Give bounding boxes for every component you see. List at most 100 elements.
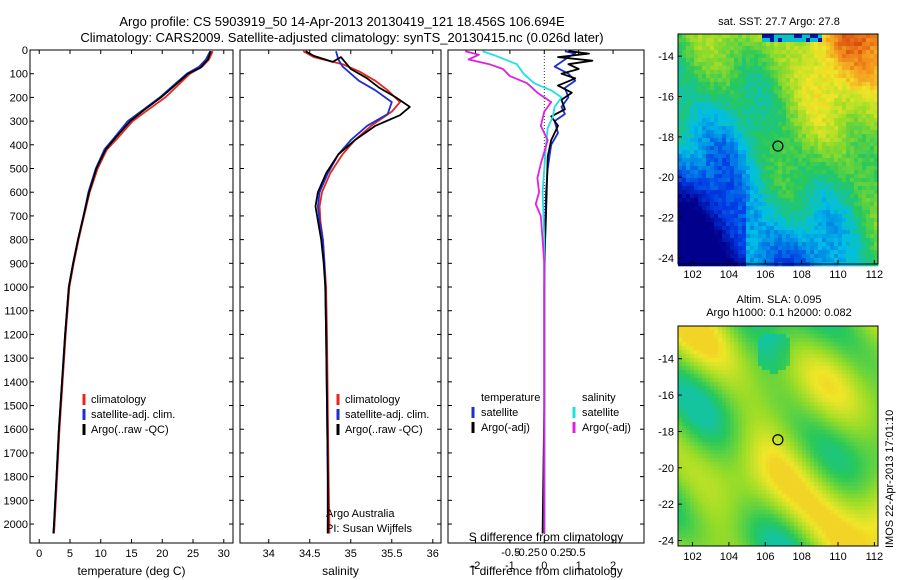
heatmap-cell — [746, 234, 751, 239]
heatmap-cell — [730, 378, 735, 383]
heatmap-cell — [682, 326, 687, 331]
heatmap-cell — [798, 34, 803, 39]
heatmap-cell — [686, 38, 691, 43]
heatmap-cell — [746, 394, 751, 399]
heatmap-cell — [690, 358, 695, 363]
heatmap-cell — [838, 398, 843, 403]
heatmap-cell — [702, 150, 707, 155]
heatmap-cell — [710, 194, 715, 199]
heatmap-cell — [778, 150, 783, 155]
heatmap-cell — [858, 62, 863, 67]
heatmap-cell — [822, 74, 827, 79]
heatmap-cell — [734, 134, 739, 139]
heatmap-cell — [762, 94, 767, 99]
heatmap-cell — [686, 370, 691, 375]
heatmap-cell — [714, 130, 719, 135]
heatmap-cell — [750, 138, 755, 143]
heatmap-cell — [778, 38, 783, 43]
heatmap-cell — [734, 394, 739, 399]
heatmap-cell — [686, 162, 691, 167]
heatmap-cell — [746, 134, 751, 139]
heatmap-cell — [742, 126, 747, 131]
heatmap-cell — [822, 186, 827, 191]
heatmap-cell — [706, 226, 711, 231]
heatmap-cell — [694, 118, 699, 123]
heatmap-cell — [702, 202, 707, 207]
heatmap-cell — [802, 450, 807, 455]
heatmap-cell — [690, 58, 695, 63]
heatmap-cell — [822, 118, 827, 123]
heatmap-cell — [742, 78, 747, 83]
heatmap-cell — [714, 70, 719, 75]
heatmap-cell — [810, 186, 815, 191]
heatmap-cell — [874, 374, 879, 379]
heatmap-cell — [786, 254, 791, 259]
heatmap-cell — [794, 98, 799, 103]
heatmap-cell — [846, 406, 851, 411]
heatmap-cell — [822, 154, 827, 159]
heatmap-cell — [838, 90, 843, 95]
heatmap-cell — [846, 70, 851, 75]
heatmap-cell — [742, 94, 747, 99]
heatmap-cell — [770, 102, 775, 107]
heatmap-cell — [826, 66, 831, 71]
heatmap-cell — [794, 66, 799, 71]
heatmap-cell — [682, 114, 687, 119]
heatmap-cell — [854, 334, 859, 339]
heatmap-cell — [854, 326, 859, 331]
heatmap-cell — [862, 414, 867, 419]
heatmap-cell — [774, 106, 779, 111]
heatmap-cell — [790, 190, 795, 195]
heatmap-cell — [774, 462, 779, 467]
heatmap-cell — [854, 70, 859, 75]
heatmap-cell — [866, 234, 871, 239]
heatmap-cell — [746, 222, 751, 227]
heatmap-cell — [758, 158, 763, 163]
heatmap-cell — [850, 238, 855, 243]
heatmap-cell — [694, 46, 699, 51]
heatmap-cell — [782, 338, 787, 343]
heatmap-cell — [838, 238, 843, 243]
heatmap-cell — [786, 210, 791, 215]
heatmap-cell — [794, 170, 799, 175]
heatmap-cell — [722, 46, 727, 51]
heatmap-cell — [742, 122, 747, 127]
heatmap-cell — [778, 250, 783, 255]
heatmap-cell — [754, 146, 759, 151]
heatmap-cell — [726, 82, 731, 87]
heatmap-cell — [818, 46, 823, 51]
heatmap-cell — [686, 82, 691, 87]
heatmap-cell — [762, 370, 767, 375]
heatmap-cell — [774, 178, 779, 183]
heatmap-cell — [786, 458, 791, 463]
heatmap-cell — [758, 462, 763, 467]
heatmap-cell — [734, 54, 739, 59]
heatmap-cell — [830, 78, 835, 83]
heatmap-cell — [758, 238, 763, 243]
heatmap-cell — [850, 158, 855, 163]
heatmap-cell — [838, 350, 843, 355]
heatmap-cell — [850, 146, 855, 151]
heatmap-cell — [726, 402, 731, 407]
heatmap-cell — [790, 166, 795, 171]
heatmap-cell — [778, 378, 783, 383]
heatmap-cell — [758, 194, 763, 199]
heatmap-cell — [874, 430, 879, 435]
heatmap-cell — [850, 114, 855, 119]
heatmap-cell — [698, 146, 703, 151]
heatmap-cell — [682, 58, 687, 63]
heatmap-cell — [758, 134, 763, 139]
heatmap-cell — [762, 418, 767, 423]
heatmap-cell — [818, 102, 823, 107]
heatmap-cell — [738, 138, 743, 143]
heatmap-cell — [818, 58, 823, 63]
heatmap-cell — [714, 430, 719, 435]
heatmap-cell — [790, 234, 795, 239]
heatmap-cell — [718, 418, 723, 423]
heatmap-cell — [862, 90, 867, 95]
heatmap-cell — [722, 42, 727, 47]
heatmap-cell — [766, 410, 771, 415]
heatmap-cell — [754, 418, 759, 423]
heatmap-cell — [874, 330, 879, 335]
heatmap-cell — [846, 202, 851, 207]
